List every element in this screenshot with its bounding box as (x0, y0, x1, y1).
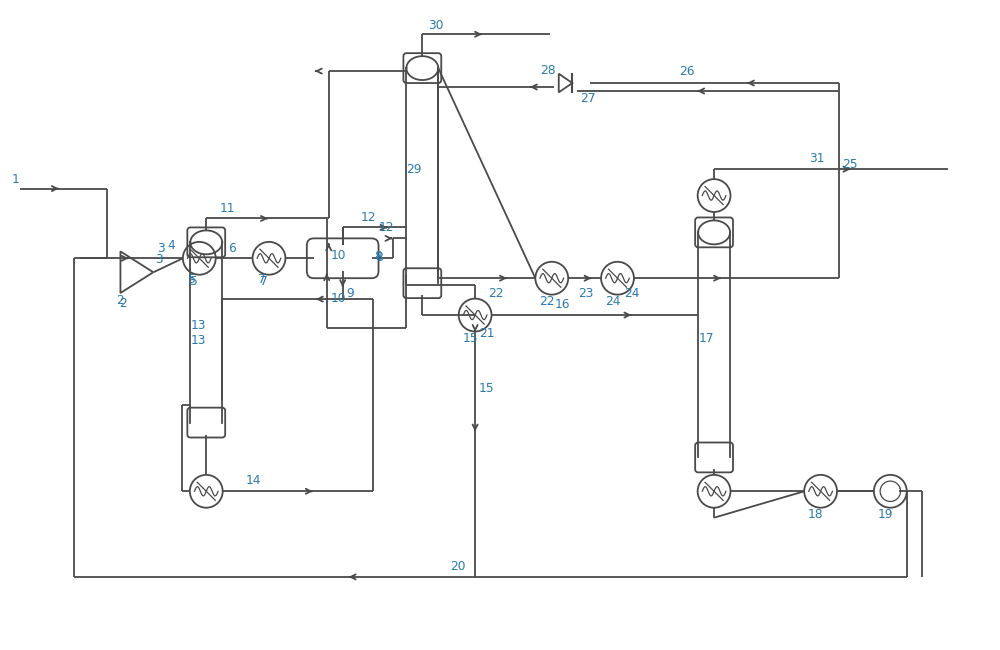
Text: 20: 20 (450, 560, 466, 573)
Text: 13: 13 (191, 334, 206, 347)
Text: 30: 30 (428, 20, 444, 32)
Text: 3: 3 (155, 254, 163, 266)
Text: 11: 11 (219, 202, 235, 215)
Text: 8: 8 (375, 250, 382, 263)
Text: 22: 22 (539, 295, 555, 308)
Text: 9: 9 (347, 287, 354, 300)
Text: 2: 2 (116, 294, 123, 307)
Text: 13: 13 (191, 319, 206, 332)
Text: 14: 14 (246, 474, 262, 488)
Text: 23: 23 (578, 287, 593, 300)
Text: 17: 17 (698, 332, 714, 345)
Text: 24: 24 (624, 287, 640, 300)
Text: 16: 16 (555, 298, 570, 311)
Text: 1: 1 (12, 173, 20, 186)
Text: 29: 29 (407, 162, 422, 176)
Text: 8: 8 (376, 252, 383, 265)
Text: 5: 5 (190, 275, 198, 288)
Text: 4: 4 (167, 239, 175, 252)
Text: 22: 22 (488, 287, 504, 300)
Text: 28: 28 (540, 64, 555, 77)
Text: 7: 7 (260, 275, 268, 288)
Text: 18: 18 (808, 508, 823, 521)
Text: 12: 12 (379, 222, 394, 235)
Text: 2: 2 (119, 297, 126, 310)
Text: 7: 7 (258, 273, 266, 286)
Text: 15: 15 (462, 332, 478, 345)
Text: 5: 5 (188, 273, 196, 286)
Text: 12: 12 (361, 211, 376, 224)
Text: 27: 27 (580, 92, 595, 105)
Text: 21: 21 (479, 327, 495, 340)
Text: 6: 6 (228, 242, 236, 255)
Text: 10: 10 (331, 292, 346, 305)
Text: 25: 25 (843, 158, 858, 171)
Text: 15: 15 (479, 382, 495, 395)
Text: 10: 10 (331, 249, 346, 262)
Text: 26: 26 (679, 65, 695, 78)
Text: 24: 24 (605, 295, 620, 308)
Text: 31: 31 (809, 152, 824, 165)
Text: 3: 3 (157, 242, 165, 255)
Text: 19: 19 (878, 508, 893, 521)
